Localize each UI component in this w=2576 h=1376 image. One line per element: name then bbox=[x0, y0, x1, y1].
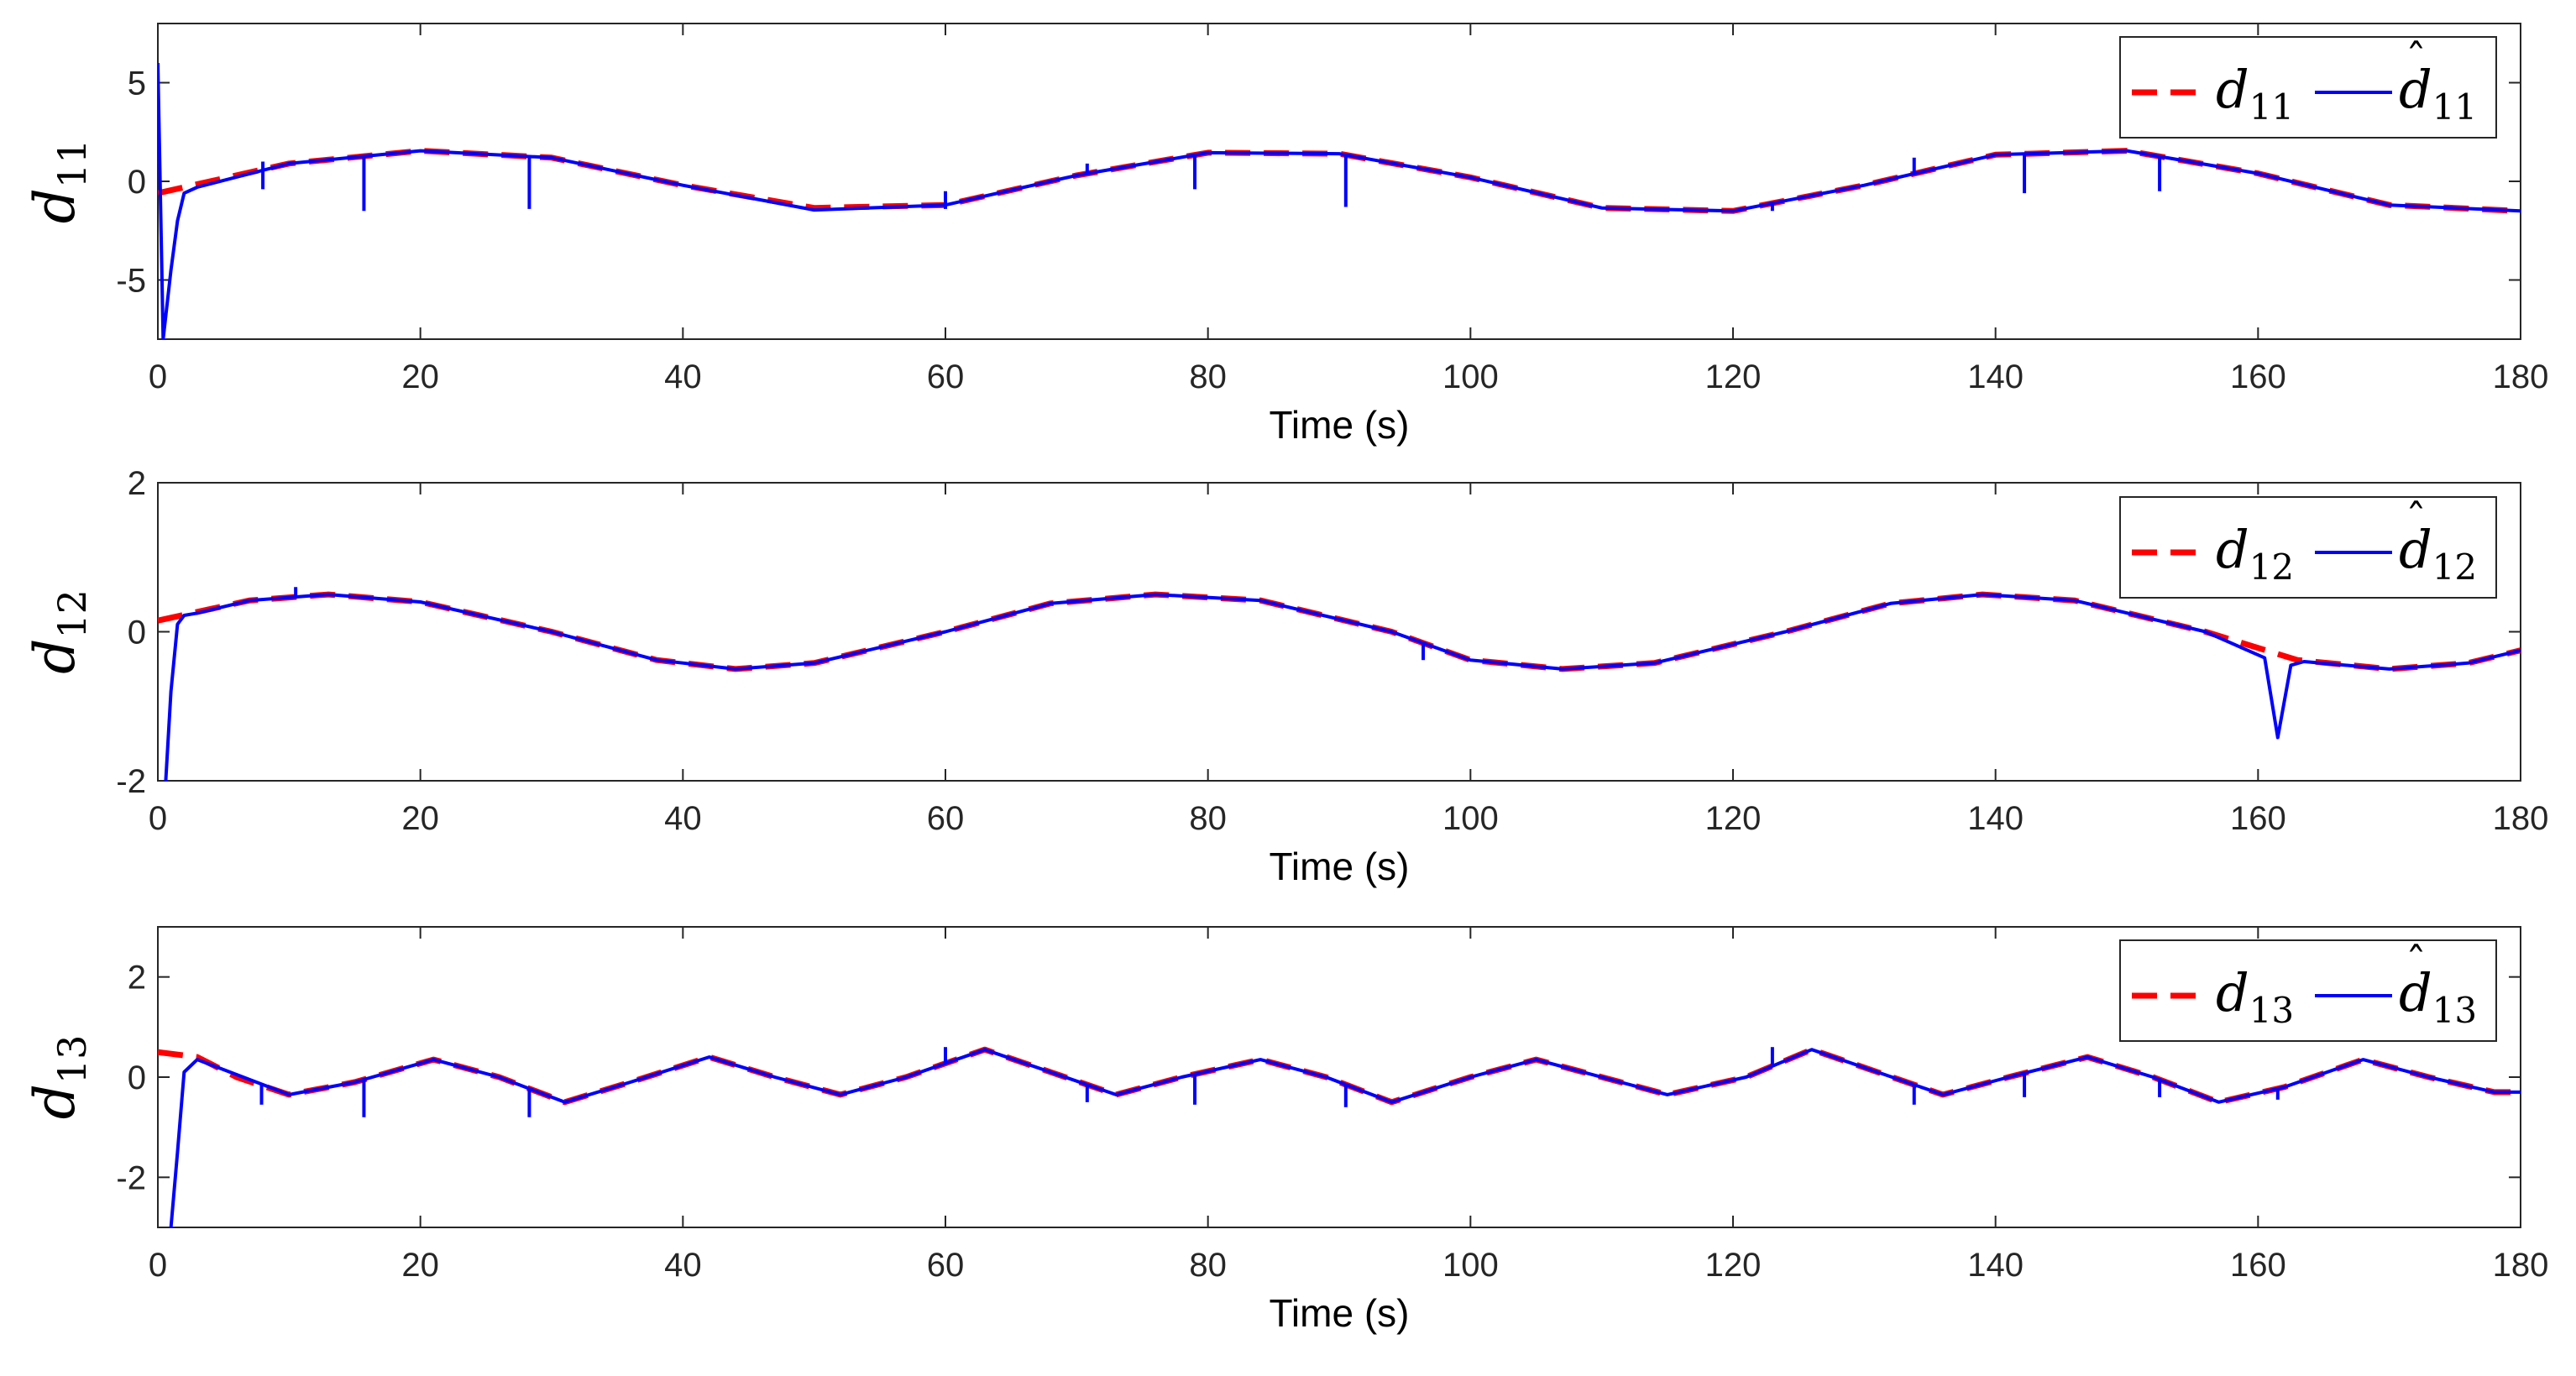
x-tick-label: 80 bbox=[1189, 358, 1227, 395]
y-tick-label: 2 bbox=[128, 465, 146, 502]
x-tick-label: 160 bbox=[2230, 800, 2286, 837]
y-tick-label: 5 bbox=[128, 65, 146, 102]
legend-hat-accent: ˆ bbox=[2406, 35, 2427, 84]
x-tick-label: 40 bbox=[664, 358, 702, 395]
y-axis-label: d13 bbox=[23, 1035, 95, 1120]
x-tick-label: 20 bbox=[401, 358, 439, 395]
series-line-d12_hat bbox=[164, 593, 2521, 781]
x-tick-label: 20 bbox=[401, 800, 439, 837]
legend-entry-label: d11 bbox=[2216, 59, 2294, 128]
legend-box bbox=[2119, 496, 2497, 599]
y-axis-label: d11 bbox=[23, 139, 95, 224]
x-tick-label: 0 bbox=[149, 800, 167, 837]
x-tick-label: 180 bbox=[2493, 1247, 2549, 1284]
x-tick-label: 160 bbox=[2230, 358, 2286, 395]
series-line-d11_hat bbox=[158, 62, 2521, 339]
x-tick-label: 100 bbox=[1442, 1247, 1499, 1284]
x-axis-label: Time (s) bbox=[1270, 403, 1410, 447]
x-tick-label: 140 bbox=[1967, 358, 2024, 395]
y-tick-label: 0 bbox=[128, 164, 146, 201]
y-axis-label: d12 bbox=[23, 589, 95, 674]
x-tick-label: 60 bbox=[927, 1247, 965, 1284]
legend-box bbox=[2119, 939, 2497, 1042]
x-tick-label: 100 bbox=[1442, 800, 1499, 837]
x-tick-label: 180 bbox=[2493, 358, 2549, 395]
legend-hat-accent: ˆ bbox=[2406, 939, 2427, 987]
x-tick-label: 120 bbox=[1705, 358, 1762, 395]
legend-hat-accent: ˆ bbox=[2406, 495, 2427, 544]
legend-entry-label: d13 bbox=[2399, 962, 2477, 1031]
y-tick-label: -5 bbox=[116, 263, 146, 300]
x-tick-label: 140 bbox=[1967, 1247, 2024, 1284]
legend-entry-label: d13 bbox=[2216, 962, 2294, 1031]
series-line-d13_hat bbox=[169, 1048, 2521, 1227]
x-tick-label: 40 bbox=[664, 800, 702, 837]
x-tick-label: 40 bbox=[664, 1247, 702, 1284]
legend-entry-label: d12 bbox=[2399, 519, 2477, 588]
x-tick-label: 60 bbox=[927, 800, 965, 837]
x-tick-label: 100 bbox=[1442, 358, 1499, 395]
y-tick-label: -2 bbox=[116, 1159, 146, 1196]
x-tick-label: 20 bbox=[401, 1247, 439, 1284]
x-tick-label: 0 bbox=[149, 1247, 167, 1284]
x-tick-label: 120 bbox=[1705, 1247, 1762, 1284]
legend-entry-label: d12 bbox=[2216, 519, 2294, 588]
x-tick-label: 0 bbox=[149, 358, 167, 395]
x-tick-label: 180 bbox=[2493, 800, 2549, 837]
y-tick-label: 0 bbox=[128, 1059, 146, 1096]
x-tick-label: 120 bbox=[1705, 800, 1762, 837]
x-axis-label: Time (s) bbox=[1270, 1291, 1410, 1335]
legend-box bbox=[2119, 36, 2497, 139]
y-tick-label: 2 bbox=[128, 960, 146, 997]
y-tick-label: 0 bbox=[128, 615, 146, 651]
panel-d11: 0 20 40 60 80 100 120 140 160 180 5 0 -5 Time (s) d11 d… bbox=[23, 23, 2549, 447]
x-tick-label: 80 bbox=[1189, 1247, 1227, 1284]
x-tick-label: 60 bbox=[927, 358, 965, 395]
y-tick-label: -2 bbox=[116, 763, 146, 800]
legend-entry-label: d11 bbox=[2399, 59, 2477, 128]
x-tick-label: 160 bbox=[2230, 1247, 2286, 1284]
x-tick-label: 140 bbox=[1967, 800, 2024, 837]
x-axis-label: Time (s) bbox=[1270, 845, 1410, 888]
x-tick-label: 80 bbox=[1189, 800, 1227, 837]
